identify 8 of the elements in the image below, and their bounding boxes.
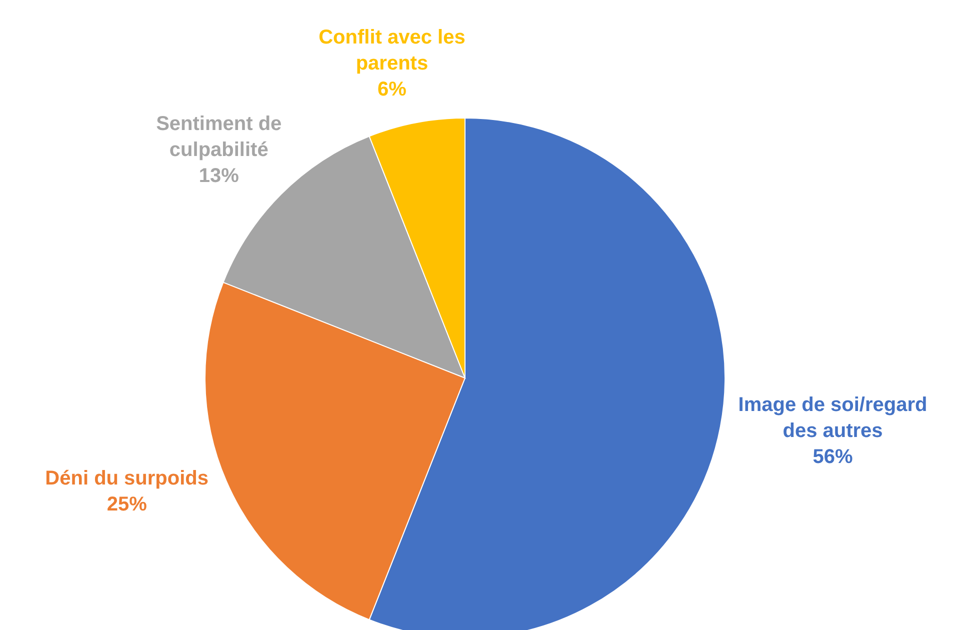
slice-label: Image de soi/regard des autres <box>738 394 928 442</box>
data-label: 56% <box>812 446 854 468</box>
slice-label: Conflit avec les parents <box>318 26 466 75</box>
data-label: 13% <box>198 165 240 188</box>
data-label: 6% <box>378 78 407 101</box>
slice-label: Déni du surpoids <box>45 468 209 490</box>
data-label: 25% <box>106 494 148 516</box>
slice-label: Sentiment de culpabilité <box>156 113 282 162</box>
